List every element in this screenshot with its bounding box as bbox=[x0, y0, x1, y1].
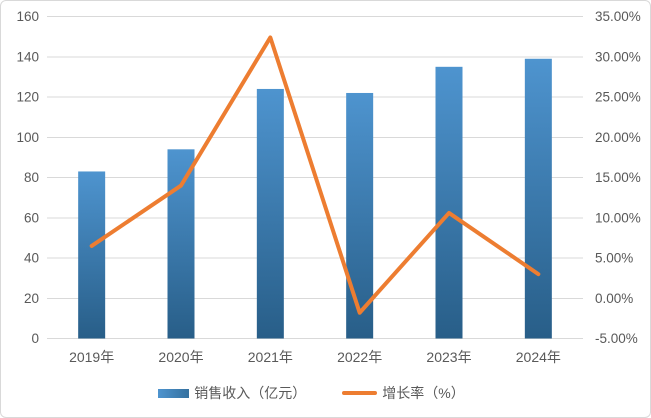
left-axis-tick-label: 20 bbox=[24, 291, 39, 306]
revenue-bar-2019年 bbox=[78, 171, 106, 339]
right-axis-tick-label: 35.00% bbox=[595, 9, 641, 24]
right-axis-tick-label: 20.00% bbox=[595, 130, 641, 145]
growth-rate-line bbox=[89, 35, 541, 315]
revenue-bar-2023年 bbox=[435, 66, 463, 339]
right-axis-tick-label: -5.00% bbox=[595, 331, 638, 346]
left-axis-tick-label: 0 bbox=[31, 331, 39, 346]
x-axis-category-label: 2024年 bbox=[516, 349, 561, 365]
left-axis-tick-label: 140 bbox=[16, 49, 39, 64]
revenue-bar-2020年 bbox=[167, 149, 195, 339]
right-axis-tick-label: 25.00% bbox=[595, 90, 641, 105]
revenue-bar-2021年 bbox=[256, 88, 284, 339]
revenue-bar-swatch-icon bbox=[158, 388, 190, 398]
right-axis-tick-label: 30.00% bbox=[595, 49, 641, 64]
x-axis-category-label: 2020年 bbox=[158, 349, 203, 365]
chart-legend: 销售收入（亿元） 增长率（%） bbox=[1, 383, 622, 403]
revenue-bar-2022年 bbox=[346, 92, 374, 339]
left-axis-tick-label: 160 bbox=[16, 9, 39, 24]
left-axis-tick-label: 40 bbox=[24, 251, 39, 266]
left-axis-tick-label: 120 bbox=[16, 90, 39, 105]
legend-item-revenue: 销售收入（亿元） bbox=[158, 383, 306, 403]
left-axis-tick-label: 100 bbox=[16, 130, 39, 145]
revenue-legend-label: 销售收入（亿元） bbox=[194, 385, 307, 401]
x-axis-category-label: 2019年 bbox=[69, 349, 114, 365]
right-axis-tick-label: 10.00% bbox=[595, 210, 641, 225]
left-axis-tick-label: 80 bbox=[24, 170, 39, 185]
x-axis-category-label: 2023年 bbox=[426, 349, 471, 365]
right-axis-tick-label: 5.00% bbox=[595, 251, 633, 266]
revenue-bar-2024年 bbox=[524, 58, 552, 339]
right-axis-tick-label: 15.00% bbox=[595, 170, 641, 185]
x-axis-category-label: 2021年 bbox=[248, 349, 293, 365]
right-axis-tick-label: 0.00% bbox=[595, 291, 633, 306]
left-axis-tick-label: 60 bbox=[24, 210, 39, 225]
x-axis-category-label: 2022年 bbox=[337, 349, 382, 365]
growth-line-swatch-icon bbox=[342, 391, 378, 395]
legend-item-growth: 增长率（%） bbox=[342, 383, 465, 403]
growth-legend-label: 增长率（%） bbox=[382, 385, 465, 401]
